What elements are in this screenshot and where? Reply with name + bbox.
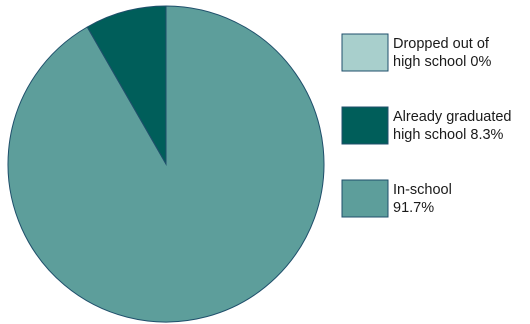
legend-swatch-1 [341,106,389,145]
pie-slice-2 [7,5,325,323]
legend-label-1-line-1: high school 8.3% [393,127,504,143]
legend: Dropped out of high school 0% Already grad… [341,33,512,218]
legend-item-1: Already graduated high school 8.3% [341,106,512,145]
legend-label-1-line-0: Already graduated [393,109,512,125]
legend-swatch-0 [341,33,389,72]
pie-slice-1 [86,5,167,166]
legend-swatch-2 [341,179,389,218]
legend-label-0-line-1: high school 0% [393,54,491,70]
legend-label-2-line-0: In-school [393,182,452,198]
pie-slices [7,5,325,323]
legend-item-2: In-school 91.7% [341,179,452,218]
legend-label-0-line-0: Dropped out of [393,36,490,52]
legend-item-0: Dropped out of high school 0% [341,33,491,72]
legend-label-2-line-1: 91.7% [393,200,434,216]
